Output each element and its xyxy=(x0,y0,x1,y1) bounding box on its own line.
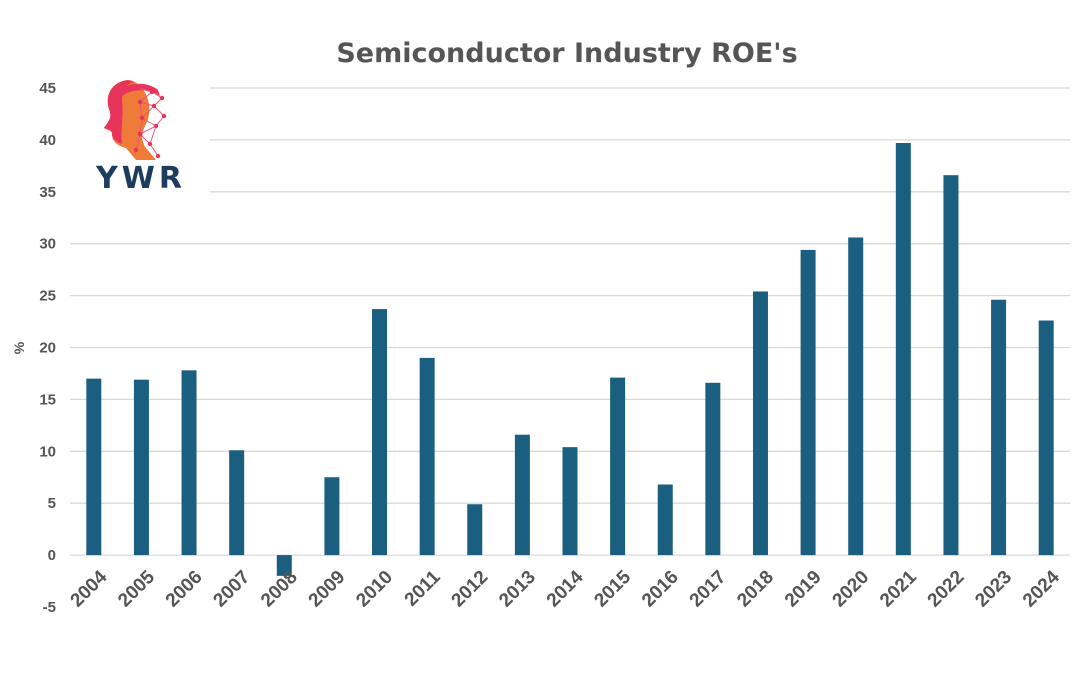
y-tick-label: -5 xyxy=(43,599,56,616)
x-tick-label: 2010 xyxy=(352,567,397,612)
bar xyxy=(800,249,816,556)
x-tick-label: 2006 xyxy=(162,567,207,612)
y-tick-label: 35 xyxy=(39,184,56,201)
x-tick-label: 2016 xyxy=(638,567,683,612)
y-tick-label: 25 xyxy=(39,288,56,305)
ywr-logo: YWR xyxy=(95,80,186,196)
y-tick-label: 15 xyxy=(39,391,56,408)
y-tick-label: 45 xyxy=(39,80,56,97)
x-tick-label: 2019 xyxy=(781,567,826,612)
bar xyxy=(514,434,530,556)
bar xyxy=(895,143,911,556)
bar xyxy=(943,175,959,556)
bar xyxy=(276,555,292,576)
x-tick-label: 2007 xyxy=(209,567,254,612)
bar xyxy=(133,379,149,556)
bar xyxy=(705,382,721,556)
bar xyxy=(181,370,197,556)
x-tick-label: 2005 xyxy=(114,566,159,611)
bar xyxy=(752,291,768,556)
x-tick-label: 2018 xyxy=(733,567,778,612)
bar xyxy=(372,309,388,556)
logo-text: YWR xyxy=(95,161,186,196)
bar xyxy=(229,450,245,556)
bar xyxy=(848,237,864,556)
head-network-icon xyxy=(104,80,167,160)
y-tick-label: 20 xyxy=(39,340,56,357)
x-tick-label: 2004 xyxy=(67,566,112,611)
x-tick-label: 2011 xyxy=(401,566,445,610)
x-tick-label: 2014 xyxy=(543,566,588,611)
chart-title: Semiconductor Industry ROE's xyxy=(336,38,797,69)
x-tick-label: 2021 xyxy=(876,566,921,611)
y-tick-label: 40 xyxy=(39,132,56,149)
x-tick-label: 2024 xyxy=(1019,566,1064,611)
x-tick-label: 2017 xyxy=(686,567,731,612)
x-tick-label: 2022 xyxy=(924,567,969,612)
bar xyxy=(467,504,483,556)
y-tick-label: 30 xyxy=(39,236,56,253)
y-tick-label: 0 xyxy=(48,547,56,564)
y-axis-label: % xyxy=(11,341,27,354)
y-axis-ticks: -5 0 5 10 15 20 25 30 35 40 45 xyxy=(39,80,56,616)
bar xyxy=(562,447,578,556)
y-tick-label: 10 xyxy=(39,443,56,460)
x-tick-label: 2012 xyxy=(448,567,493,612)
bar xyxy=(86,378,102,556)
x-tick-label: 2013 xyxy=(495,567,540,612)
bar xyxy=(657,484,673,556)
bar xyxy=(610,377,626,556)
x-axis-ticks: 2004 2005 2006 2007 2008 2009 2010 2011 2012 2013… xyxy=(67,566,1064,611)
x-tick-label: 2009 xyxy=(305,567,350,612)
bar xyxy=(419,357,435,556)
x-tick-label: 2008 xyxy=(257,567,302,612)
x-tick-label: 2023 xyxy=(971,567,1016,612)
bars xyxy=(86,143,1054,576)
x-tick-label: 2020 xyxy=(829,567,874,612)
bar xyxy=(991,299,1007,556)
y-tick-label: 5 xyxy=(48,495,56,512)
bar xyxy=(324,477,340,556)
x-tick-label: 2015 xyxy=(590,566,635,611)
bar xyxy=(1038,320,1054,556)
